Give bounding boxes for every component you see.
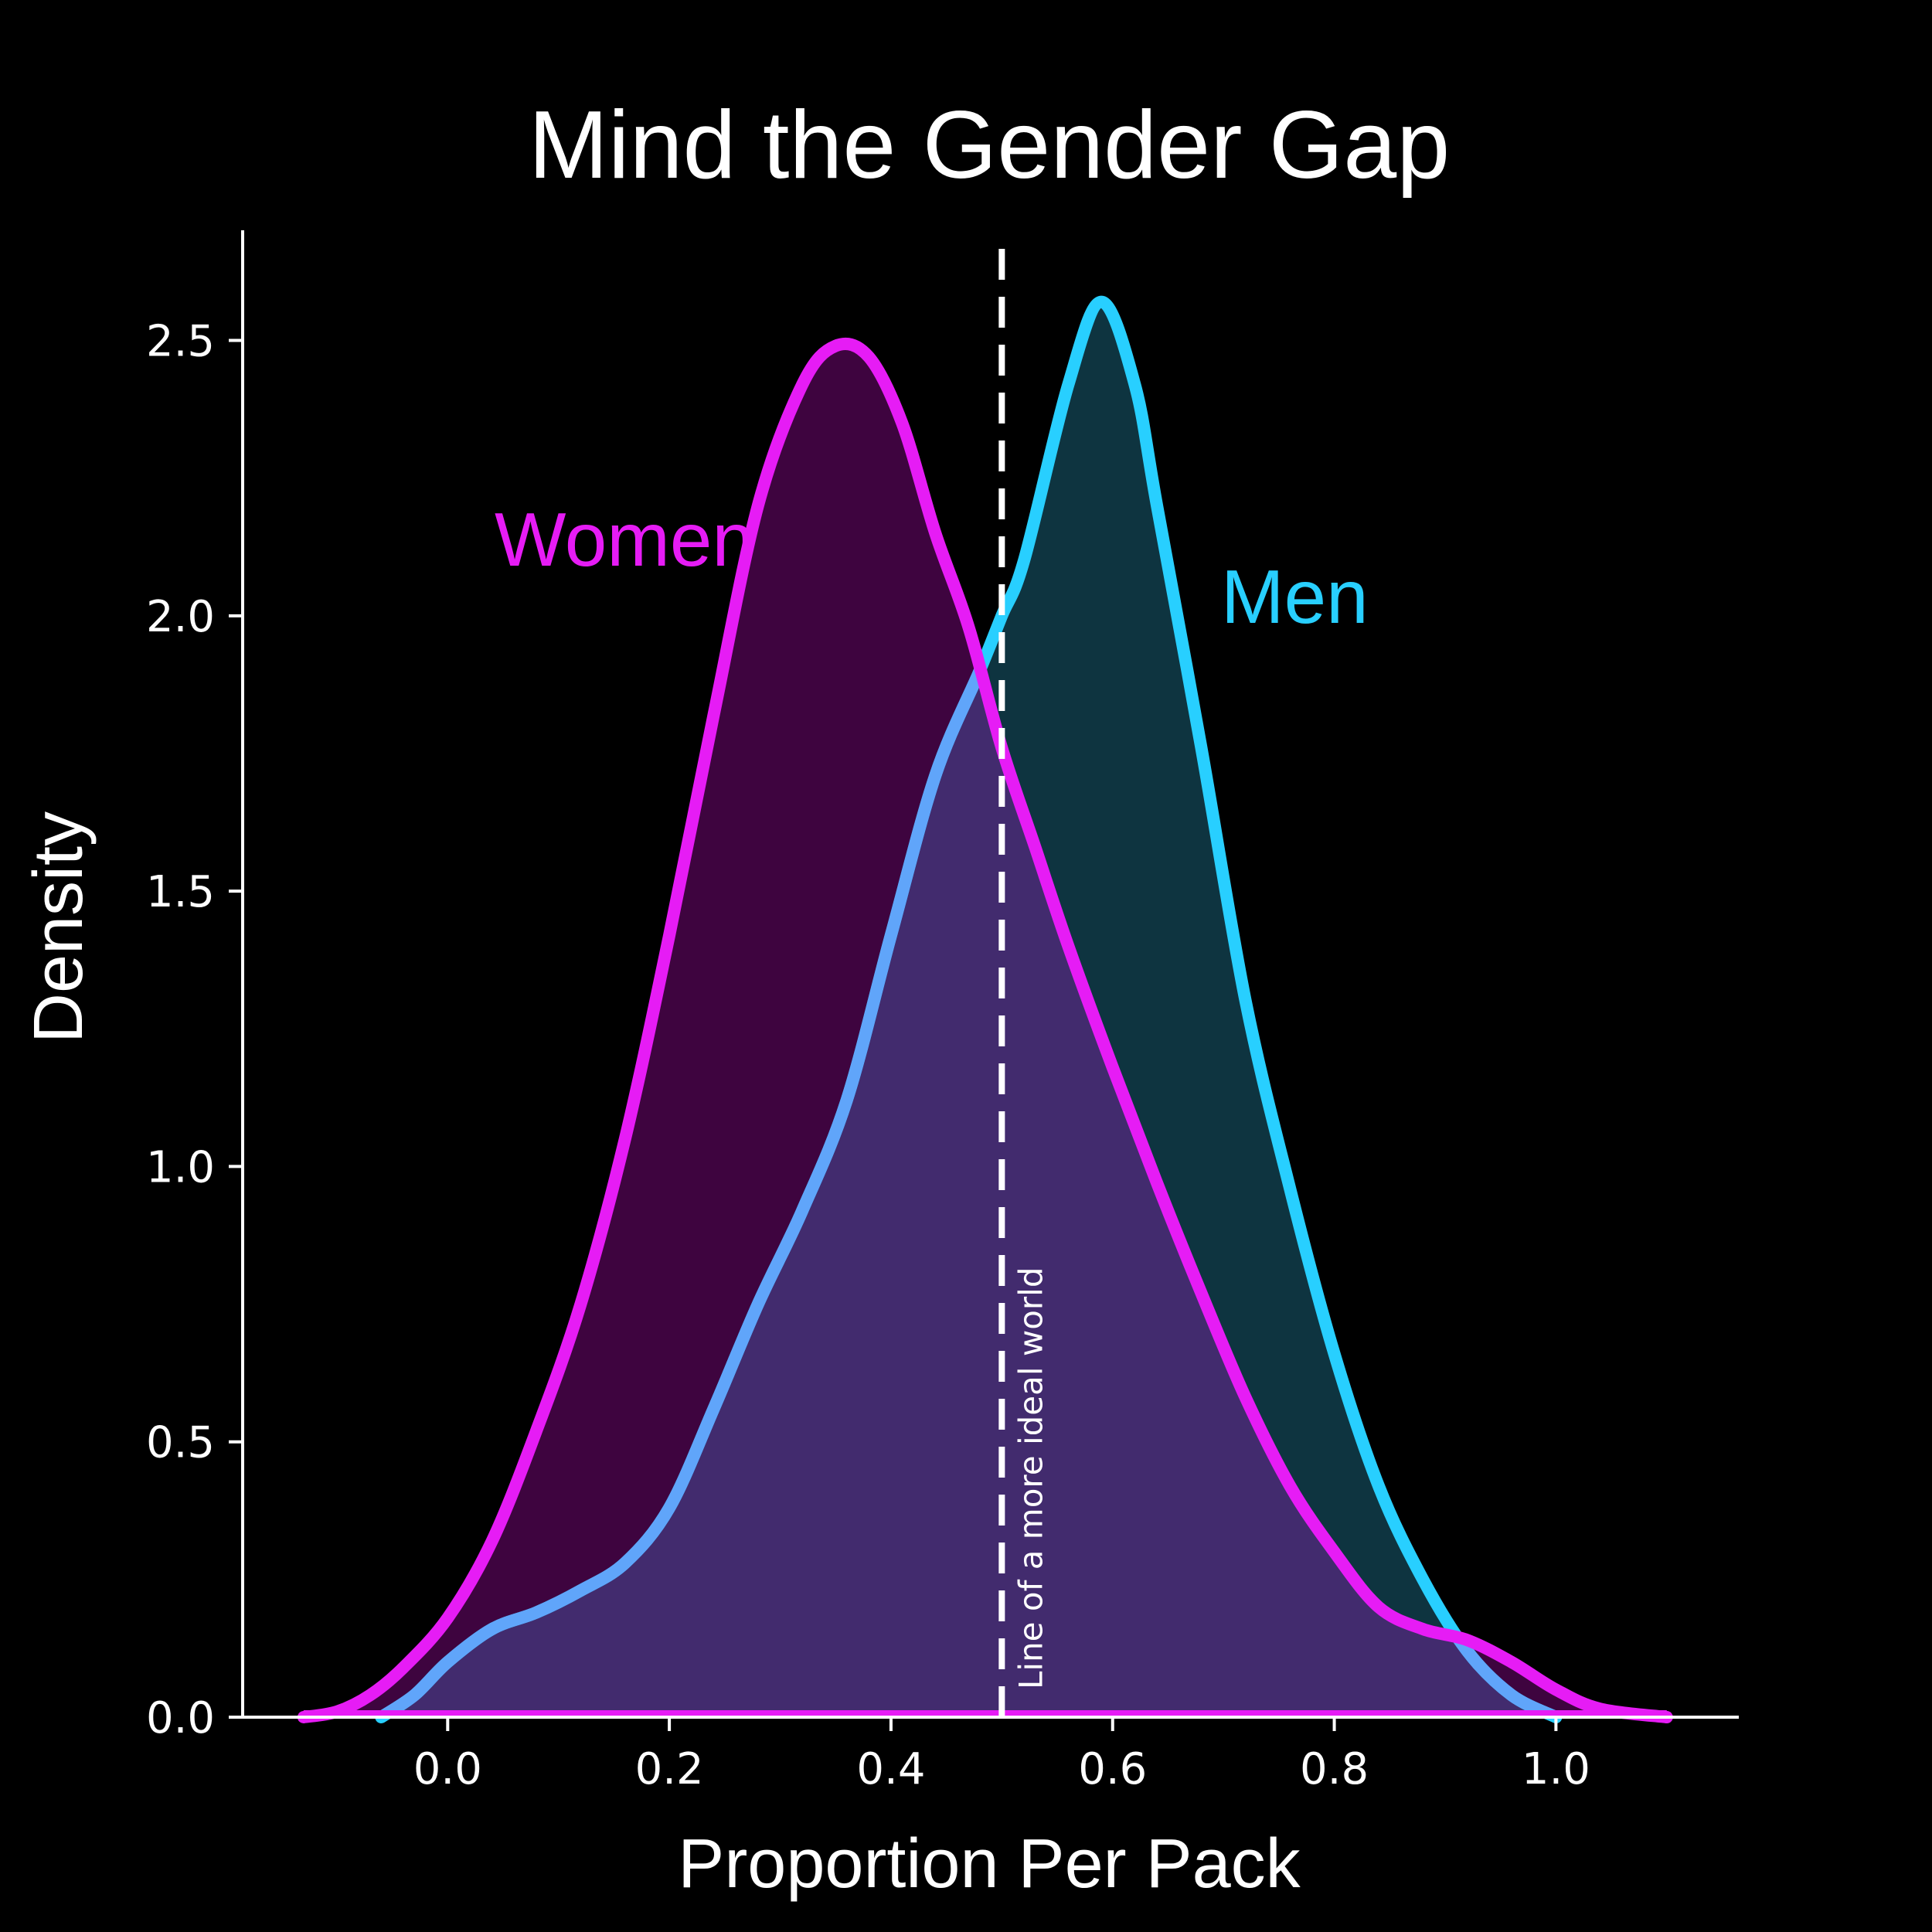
chart-title: Mind the Gender Gap xyxy=(529,92,1450,199)
x-tick-label: 0.4 xyxy=(856,1744,925,1794)
x-tick-label: 0.6 xyxy=(1078,1744,1147,1794)
y-tick-label: 0.5 xyxy=(146,1418,215,1468)
y-tick-label: 0.0 xyxy=(146,1693,215,1743)
axes xyxy=(241,230,1739,1719)
x-tick-label: 0.0 xyxy=(413,1744,482,1794)
series-lines xyxy=(297,295,1673,1723)
x-tick-label: 0.2 xyxy=(635,1744,704,1794)
ticks: 0.0 0.2 0.4 0.6 0.8 1.0 0.0 0.5 1.0 1.5 2.0 2.5 xyxy=(146,317,1590,1794)
y-tick-label: 1.5 xyxy=(146,867,215,917)
x-tick-label: 0.8 xyxy=(1300,1744,1369,1794)
x-axis-label: Proportion Per Pack xyxy=(678,1825,1301,1903)
line-women xyxy=(297,338,1673,1723)
y-tick-label: 2.5 xyxy=(146,317,215,367)
y-axis-label: Density xyxy=(20,811,97,1043)
series-label-men: Men xyxy=(1221,554,1369,639)
y-tick-label: 1.0 xyxy=(146,1142,215,1192)
series-label-women: Women xyxy=(495,497,754,582)
y-tick-label: 2.0 xyxy=(146,592,215,642)
area-fills xyxy=(303,301,1667,1718)
reference-line-label: Line of a more ideal world xyxy=(1012,1267,1049,1689)
x-tick-label: 1.0 xyxy=(1522,1744,1590,1794)
